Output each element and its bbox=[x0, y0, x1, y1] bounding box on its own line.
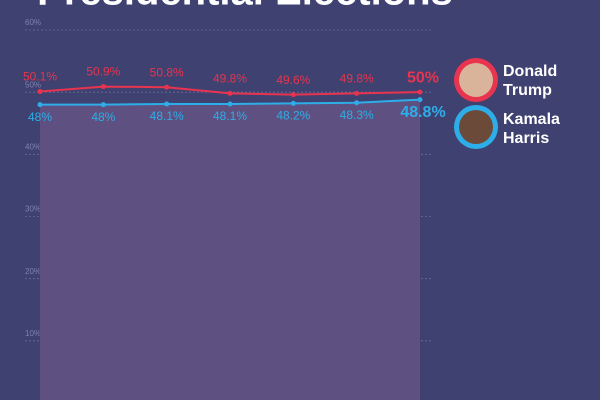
point bbox=[100, 84, 106, 90]
data-label: 48.1% bbox=[150, 109, 184, 123]
chart-title: Presidential Elections bbox=[37, 0, 453, 14]
point bbox=[290, 100, 296, 106]
y-tick-label: 40% bbox=[25, 142, 41, 151]
data-label: 49.8% bbox=[213, 72, 247, 86]
point bbox=[354, 90, 360, 96]
y-tick-label: 60% bbox=[25, 18, 41, 27]
harris-face bbox=[459, 110, 493, 144]
y-tick-label: 50% bbox=[25, 80, 41, 89]
data-label: 48.2% bbox=[276, 109, 310, 123]
point bbox=[37, 89, 43, 95]
data-label: 48.8% bbox=[400, 104, 445, 121]
data-label: 48.1% bbox=[213, 109, 247, 123]
point bbox=[164, 84, 170, 90]
point bbox=[354, 100, 360, 106]
point bbox=[417, 89, 423, 95]
legend-harris: Kamala Harris bbox=[503, 111, 560, 147]
y-tick-label: 20% bbox=[25, 267, 41, 276]
data-label: 50.8% bbox=[150, 65, 184, 79]
data-label: 49.6% bbox=[276, 73, 310, 87]
data-label: 50.9% bbox=[86, 65, 120, 79]
point bbox=[164, 101, 170, 107]
data-label: 48% bbox=[91, 110, 115, 124]
y-tick-label: 10% bbox=[25, 329, 41, 338]
legend-trump: Donald Trump bbox=[503, 63, 558, 99]
data-label: 48.3% bbox=[340, 108, 374, 122]
point bbox=[227, 101, 233, 107]
trump-face bbox=[459, 63, 493, 97]
point bbox=[290, 92, 296, 98]
point bbox=[227, 90, 233, 96]
data-label: 50% bbox=[407, 69, 439, 86]
point bbox=[100, 102, 106, 108]
point bbox=[417, 97, 423, 103]
data-label: 49.8% bbox=[340, 72, 374, 86]
data-label: 50.1% bbox=[23, 70, 57, 84]
y-tick-label: 30% bbox=[25, 205, 41, 214]
point bbox=[37, 102, 43, 108]
data-label: 48% bbox=[28, 110, 52, 124]
area bbox=[40, 99, 420, 400]
